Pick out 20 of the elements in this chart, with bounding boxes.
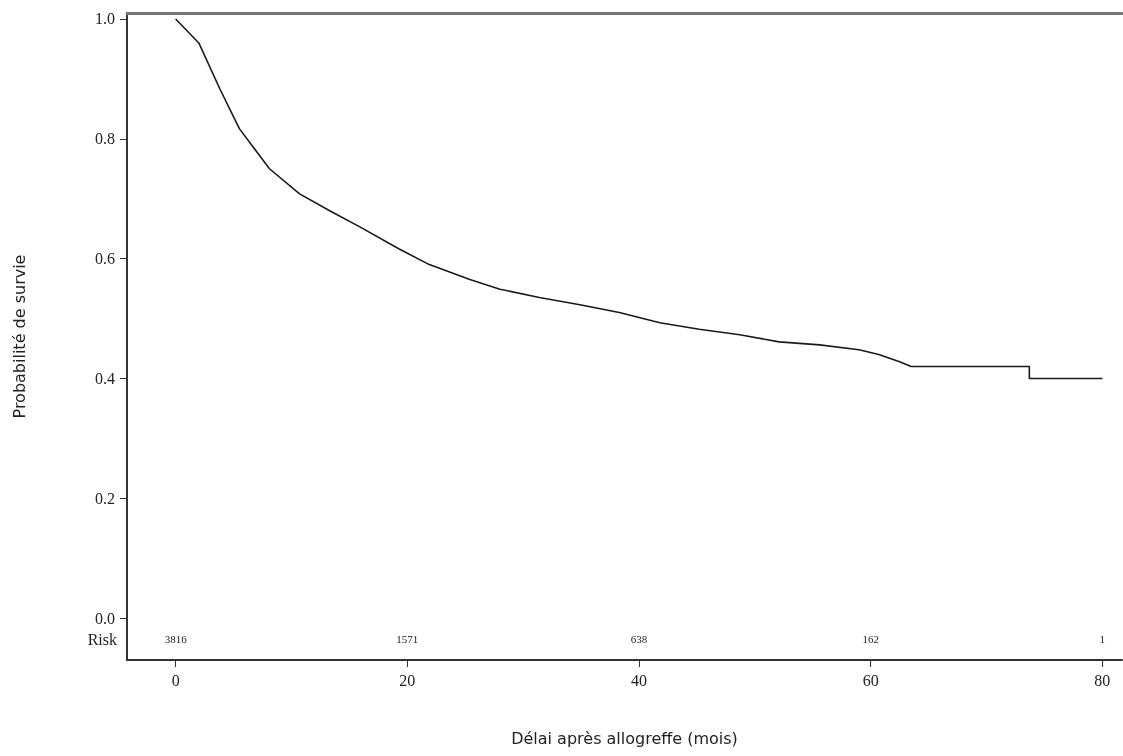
x-tick-label: 40	[630, 671, 647, 689]
y-tick-label: 1.0	[95, 10, 115, 28]
y-tick-label: 0.2	[95, 489, 115, 507]
y-axis-title: Probabilité de survie	[9, 254, 29, 419]
annotation: 162	[862, 633, 879, 646]
line-series	[174, 18, 1104, 380]
x-tick-label: 80	[1094, 671, 1111, 689]
text: Risk	[87, 630, 117, 648]
annotation: 1571	[396, 633, 419, 646]
y-tick-label: 0.4	[95, 369, 115, 387]
annotation: 1	[1099, 633, 1106, 646]
x-tick-label: 20	[399, 671, 416, 689]
x-axis-title: Délai après allogreffe (mois)	[511, 728, 738, 748]
x-tick-label: 0	[171, 671, 180, 689]
y-tick-label: 0.0	[95, 609, 115, 627]
x-tick-label: 60	[862, 671, 879, 689]
y-tick-label: 0.8	[95, 130, 115, 148]
annotation: 638	[630, 633, 648, 646]
annotation: 3816	[164, 633, 188, 646]
y-tick-label: 0.6	[95, 250, 115, 268]
